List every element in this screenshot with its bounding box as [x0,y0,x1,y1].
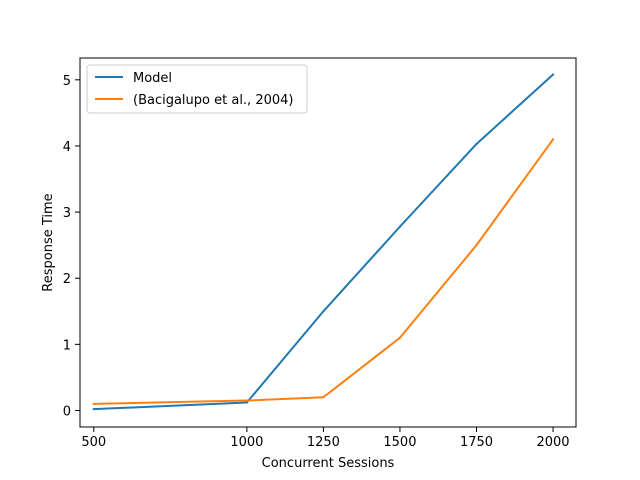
y-tick-label: 0 [63,404,71,419]
legend: Model (Bacigalupo et al., 2004) [86,64,308,114]
data-point [398,225,401,228]
plot-frame [79,57,577,428]
data-point [322,396,325,399]
series-layer [92,73,555,411]
x-axis: 500 1000 1250 1500 1750 2000 [81,427,570,450]
data-point [475,244,478,247]
x-axis-label: Concurrent Sessions [262,456,395,471]
data-point [552,138,555,141]
series-line-0 [92,73,555,411]
series-line-1 [92,137,555,405]
y-tick-label: 4 [63,140,71,155]
data-point [475,142,478,145]
data-point [92,408,95,411]
x-tick-label: 500 [81,435,106,450]
data-point [552,73,555,76]
legend-box [86,64,308,114]
x-tick-label: 2000 [536,435,569,450]
x-tick-label: 1500 [383,435,416,450]
data-point [398,336,401,339]
legend-label: Model [133,71,172,86]
x-tick-label: 1000 [230,435,263,450]
legend-label: (Bacigalupo et al., 2004) [133,93,293,108]
data-point [245,401,248,404]
x-tick-label: 1250 [307,435,340,450]
data-point [92,402,95,405]
y-tick-label: 2 [63,272,71,287]
y-tick-label: 5 [63,74,71,89]
data-point [245,399,248,402]
y-axis-label: Response Time [41,193,56,291]
y-tick-label: 3 [63,206,71,221]
x-tick-label: 1750 [460,435,493,450]
data-point [322,310,325,313]
y-axis: 0 1 2 3 4 5 [63,74,80,419]
y-tick-label: 1 [63,338,71,353]
